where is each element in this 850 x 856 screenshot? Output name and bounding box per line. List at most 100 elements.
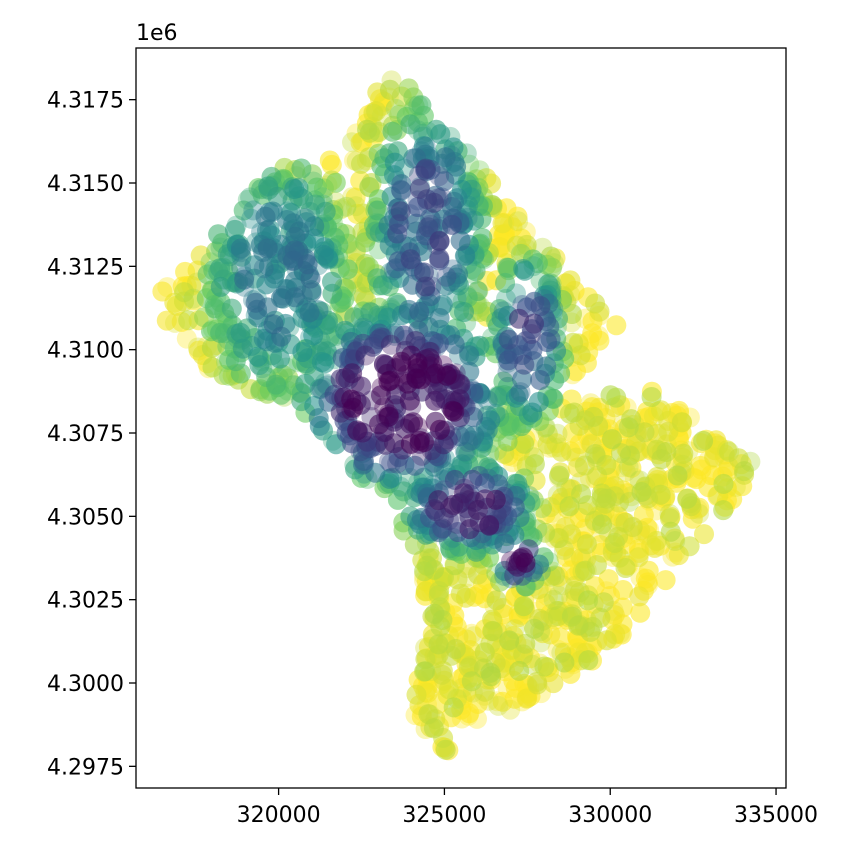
- scatter-point: [462, 667, 483, 687]
- scatter-point: [284, 179, 305, 199]
- scatter-point: [416, 571, 437, 592]
- scatter-point: [612, 614, 633, 635]
- scatter-point: [456, 629, 477, 650]
- scatter-point: [605, 624, 626, 645]
- scatter-point: [568, 628, 589, 649]
- scatter-point: [416, 677, 437, 698]
- scatter-point: [431, 567, 452, 587]
- scatter-point: [492, 213, 513, 234]
- scatter-point: [493, 604, 514, 625]
- scatter-point: [506, 633, 527, 654]
- scatter-point: [626, 442, 647, 462]
- scatter-point: [559, 496, 580, 517]
- scatter-point: [612, 528, 633, 549]
- scatter-point: [187, 260, 208, 281]
- scatter-point: [152, 281, 173, 302]
- scatter-point: [628, 538, 649, 559]
- scatter-point: [590, 416, 611, 437]
- scatter-point: [681, 499, 702, 520]
- scatter-point: [451, 708, 472, 729]
- scatter-point: [528, 579, 549, 600]
- scatter-point: [654, 488, 675, 509]
- scatter-point: [350, 170, 371, 191]
- scatter-point: [457, 555, 478, 576]
- scatter-point: [641, 381, 662, 402]
- scatter-point: [478, 690, 499, 711]
- scatter-point: [520, 686, 541, 707]
- scatter-point: [648, 444, 669, 465]
- scatter-point: [528, 579, 549, 600]
- scatter-point: [662, 546, 683, 567]
- scatter-point: [580, 433, 601, 454]
- scatter-point: [549, 465, 570, 486]
- scatter-point: [537, 423, 558, 444]
- scatter-point: [417, 666, 438, 687]
- scatter-point: [531, 683, 551, 704]
- scatter-point: [451, 699, 472, 720]
- scatter-point: [444, 554, 465, 575]
- scatter-point: [348, 272, 369, 292]
- scatter-point: [435, 602, 456, 623]
- scatter-point: [164, 292, 185, 313]
- scatter-point: [564, 280, 585, 301]
- scatter-point: [514, 673, 535, 694]
- x-tick-label: 330000: [568, 803, 652, 828]
- scatter-point: [272, 285, 293, 306]
- scatter-point: [426, 648, 447, 668]
- scatter-point: [496, 198, 517, 219]
- scatter-point: [560, 270, 581, 291]
- scatter-point: [600, 431, 621, 452]
- scatter-point: [540, 624, 561, 645]
- scatter-point: [616, 555, 637, 576]
- scatter-point: [532, 623, 553, 644]
- scatter-point: [634, 480, 655, 501]
- scatter-point: [544, 575, 565, 596]
- scatter-point: [499, 631, 520, 652]
- scatter-point: [704, 448, 725, 469]
- scatter-point: [444, 401, 465, 422]
- scatter-point: [378, 87, 399, 108]
- scatter-point: [409, 301, 430, 322]
- scatter-point: [523, 576, 544, 597]
- scatter-point: [527, 674, 548, 695]
- y-tick-label: 4.3150: [47, 172, 124, 197]
- scatter-point: [475, 619, 495, 640]
- scatter-point: [573, 548, 594, 569]
- scatter-point: [420, 717, 441, 738]
- scatter-point: [596, 630, 617, 651]
- scatter-point: [513, 243, 534, 264]
- scatter-point: [578, 342, 599, 363]
- scatter-point: [459, 703, 480, 724]
- scatter-point: [391, 351, 412, 372]
- scatter-point: [584, 420, 605, 441]
- scatter-point: [487, 691, 508, 712]
- scatter-point: [491, 647, 511, 668]
- scatter-point: [732, 476, 753, 497]
- scatter-point: [352, 131, 373, 152]
- scatter-point: [629, 470, 650, 491]
- scatter-point: [681, 499, 702, 520]
- scatter-point: [578, 590, 598, 611]
- scatter-point: [545, 609, 566, 630]
- scatter-point: [646, 530, 667, 551]
- scatter-point: [504, 688, 525, 709]
- scatter-point: [696, 429, 717, 450]
- scatter-point: [347, 203, 368, 224]
- scatter-point: [498, 329, 519, 350]
- scatter-point: [568, 334, 589, 355]
- scatter-point: [561, 606, 582, 627]
- scatter-point: [508, 603, 529, 624]
- scatter-point: [477, 245, 498, 266]
- scatter-point: [492, 636, 513, 656]
- scatter-point: [686, 469, 707, 490]
- scatter-point: [568, 628, 589, 649]
- scatter-point: [584, 420, 605, 441]
- scatter-point: [671, 462, 692, 483]
- scatter-point: [588, 402, 609, 423]
- scatter-point: [509, 308, 529, 329]
- scatter-point: [608, 483, 629, 504]
- scatter-point: [350, 170, 371, 191]
- scatter-point: [561, 389, 582, 410]
- scatter-point: [635, 568, 656, 589]
- scatter-point: [639, 519, 660, 540]
